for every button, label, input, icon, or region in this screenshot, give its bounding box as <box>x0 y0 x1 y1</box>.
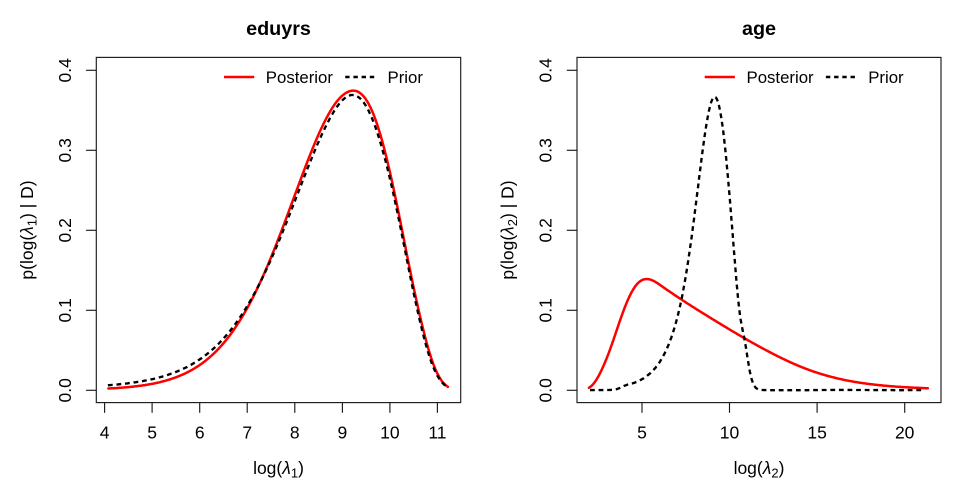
svg-text:0.0: 0.0 <box>536 378 556 403</box>
svg-text:8: 8 <box>290 423 300 443</box>
svg-text:10: 10 <box>380 423 400 443</box>
svg-text:0.1: 0.1 <box>55 298 75 322</box>
svg-text:0.3: 0.3 <box>55 138 75 162</box>
svg-text:10: 10 <box>720 423 740 443</box>
svg-text:age: age <box>742 18 776 40</box>
svg-text:11: 11 <box>428 423 446 443</box>
svg-text:6: 6 <box>195 423 205 443</box>
svg-text:0.0: 0.0 <box>55 378 75 403</box>
svg-text:0.3: 0.3 <box>536 138 556 162</box>
svg-text:15: 15 <box>807 423 826 443</box>
svg-text:0.2: 0.2 <box>536 218 556 242</box>
svg-text:4: 4 <box>100 423 110 443</box>
svg-text:Prior: Prior <box>868 68 904 87</box>
svg-text:p(log(λ2) | D): p(log(λ2) | D) <box>497 180 520 279</box>
svg-text:0.1: 0.1 <box>536 298 556 322</box>
svg-text:0.4: 0.4 <box>55 58 75 83</box>
svg-text:Prior: Prior <box>388 68 424 87</box>
svg-text:5: 5 <box>637 423 647 443</box>
svg-text:0.4: 0.4 <box>536 58 556 83</box>
svg-text:Posterior: Posterior <box>266 68 334 87</box>
svg-text:5: 5 <box>147 423 157 443</box>
svg-text:0.2: 0.2 <box>55 218 75 242</box>
svg-text:9: 9 <box>338 423 348 443</box>
svg-text:eduyrs: eduyrs <box>246 18 311 40</box>
svg-text:7: 7 <box>242 423 252 443</box>
svg-text:p(log(λ1) | D): p(log(λ1) | D) <box>17 180 40 279</box>
svg-text:20: 20 <box>895 423 915 443</box>
svg-text:Posterior: Posterior <box>747 68 815 87</box>
